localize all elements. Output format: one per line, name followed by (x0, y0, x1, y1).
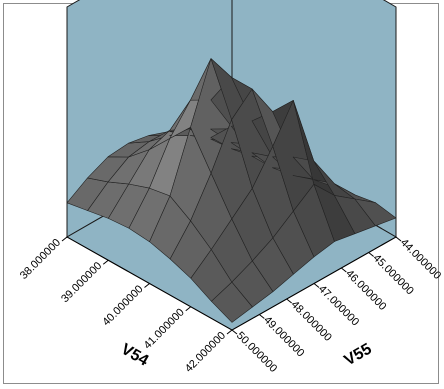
x-tick-mark (61, 236, 68, 242)
y-tick-label: 44.000000 (398, 237, 443, 282)
y-axis-title: V55 (342, 340, 375, 369)
y-tick-mark (313, 283, 320, 288)
y-tick-label: 47.000000 (316, 283, 361, 328)
y-tick-label: 49.000000 (261, 314, 306, 359)
y-tick-mark (286, 298, 292, 304)
x-tick-label: 42.000000 (183, 330, 228, 375)
x-tick-label: 41.000000 (142, 306, 187, 351)
surface-mesh (66, 58, 397, 323)
y-tick-mark (231, 329, 238, 335)
x-tick-mark (144, 283, 150, 288)
y-tick-label: 46.000000 (343, 268, 388, 313)
surface-cell (354, 198, 397, 227)
x-tick-label: 40.000000 (100, 283, 145, 328)
y-tick-label: 45.000000 (371, 252, 416, 297)
x-tick-label: 39.000000 (59, 260, 104, 305)
x-tick-mark (185, 306, 192, 312)
x-tick-label: 38.000000 (18, 237, 63, 282)
y-tick-mark (341, 267, 347, 273)
y-tick-label: 48.000000 (289, 299, 334, 344)
y-tick-mark (368, 252, 374, 257)
x-tick-mark (102, 259, 109, 265)
y-tick-label: 50.000000 (234, 330, 279, 375)
y-tick-mark (395, 236, 402, 242)
y-tick-mark (259, 314, 265, 319)
x-tick-mark (226, 329, 233, 335)
